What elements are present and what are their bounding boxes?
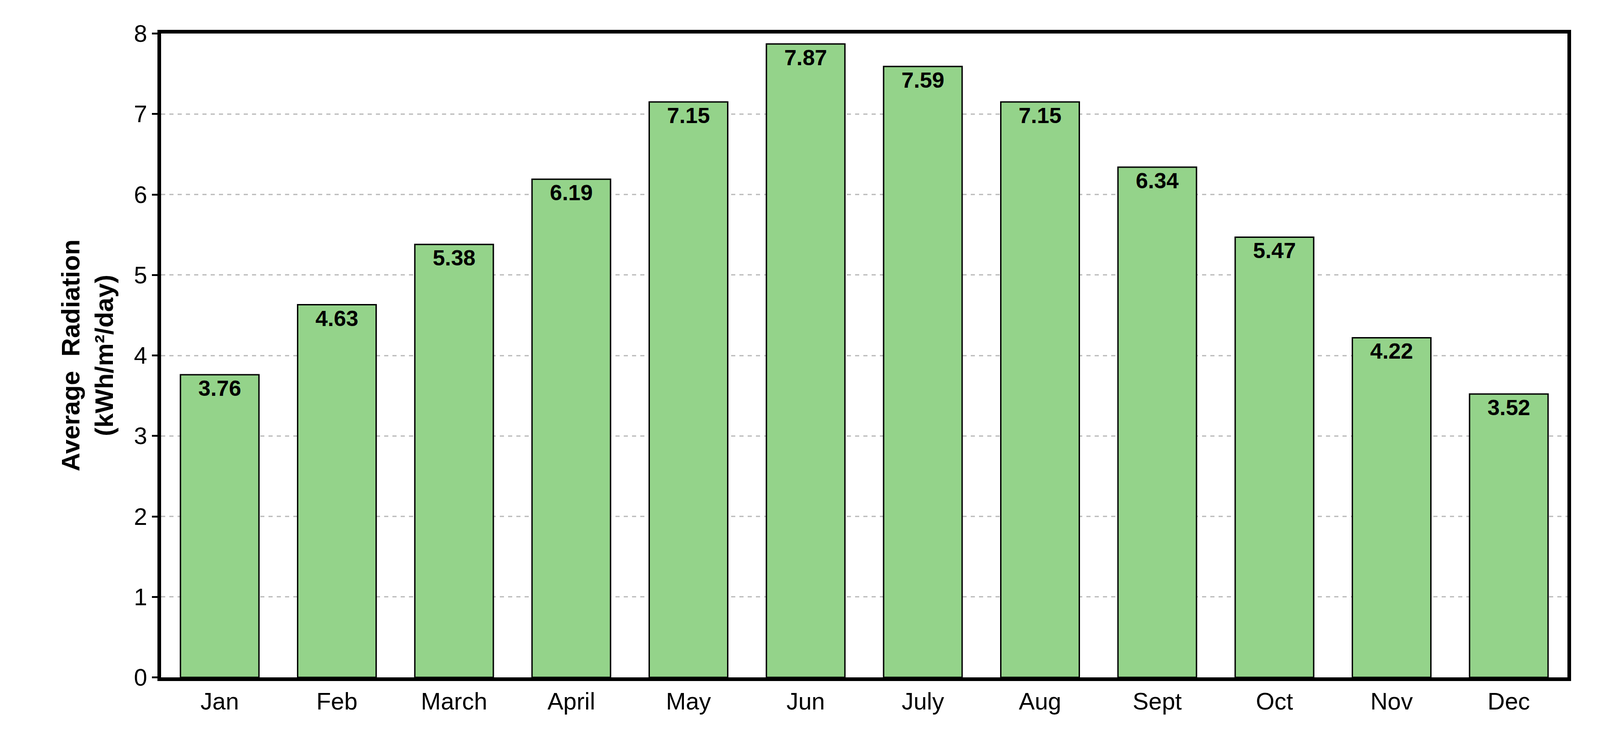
svg-text:4.63: 4.63 — [315, 306, 359, 331]
svg-text:5.38: 5.38 — [432, 245, 476, 270]
svg-text:Nov: Nov — [1370, 687, 1413, 715]
svg-text:Dec: Dec — [1487, 687, 1530, 715]
svg-text:May: May — [665, 687, 711, 715]
svg-text:Oct: Oct — [1255, 687, 1293, 715]
svg-text:7.59: 7.59 — [901, 67, 945, 93]
svg-text:Aug: Aug — [1018, 687, 1062, 715]
svg-text:March: March — [420, 687, 487, 715]
svg-text:4.22: 4.22 — [1370, 338, 1413, 364]
svg-text:July: July — [901, 687, 944, 715]
svg-text:3.76: 3.76 — [198, 375, 241, 401]
svg-text:7.15: 7.15 — [1018, 103, 1062, 128]
svg-text:7: 7 — [134, 100, 148, 128]
svg-text:0: 0 — [134, 663, 148, 691]
svg-text:7.15: 7.15 — [666, 103, 710, 128]
svg-text:5: 5 — [134, 261, 148, 289]
svg-text:5.47: 5.47 — [1253, 238, 1296, 263]
svg-text:Average Radiation(kWh/m²/day): Average Radiation(kWh/m²/day) — [55, 239, 119, 471]
svg-text:2: 2 — [134, 503, 148, 530]
svg-text:3.52: 3.52 — [1487, 395, 1531, 420]
svg-text:Jun: Jun — [786, 687, 825, 715]
svg-text:April: April — [547, 687, 596, 715]
svg-text:6.34: 6.34 — [1135, 168, 1179, 193]
svg-text:7.87: 7.87 — [784, 45, 828, 70]
svg-text:6: 6 — [134, 181, 148, 208]
svg-text:8: 8 — [134, 20, 148, 47]
svg-text:1: 1 — [134, 583, 148, 610]
svg-text:3: 3 — [134, 422, 148, 449]
svg-text:6.19: 6.19 — [549, 180, 593, 205]
svg-text:Jan: Jan — [200, 687, 240, 715]
svg-text:4: 4 — [134, 341, 148, 369]
svg-text:Sept: Sept — [1132, 687, 1183, 715]
svg-text:Feb: Feb — [316, 687, 358, 715]
